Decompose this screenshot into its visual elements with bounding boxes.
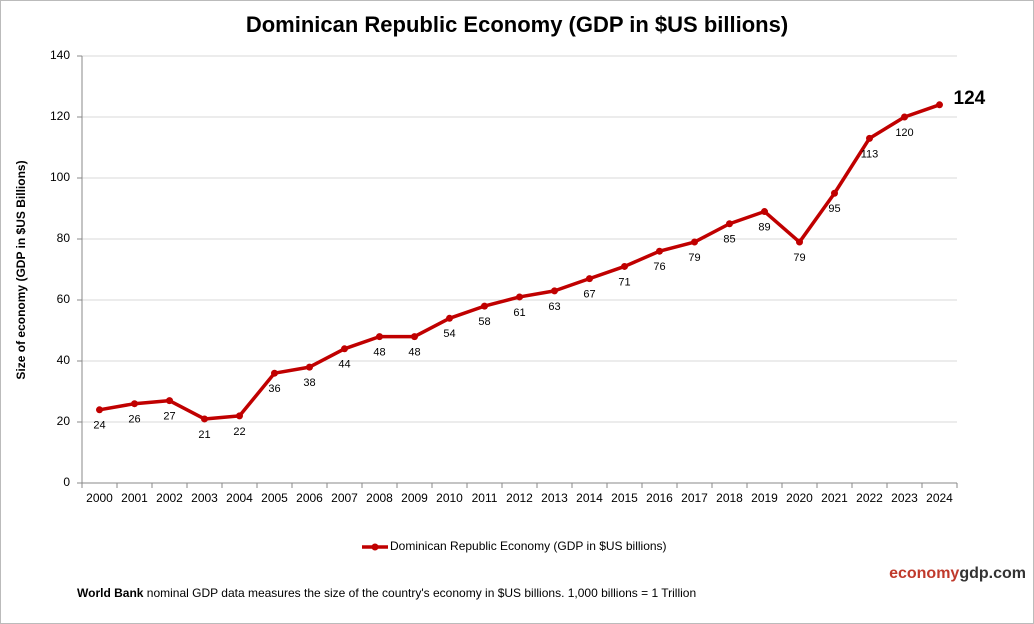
data-point — [726, 220, 733, 228]
x-tick-label: 2011 — [472, 491, 498, 505]
data-label: 54 — [443, 328, 455, 340]
data-label: 61 — [513, 307, 525, 319]
data-point — [236, 412, 243, 420]
y-tick-label: 60 — [57, 292, 71, 306]
y-tick-label: 100 — [50, 170, 70, 184]
data-point — [446, 314, 453, 322]
data-point — [901, 113, 908, 121]
x-tick-label: 2004 — [226, 491, 253, 505]
legend-label: Dominican Republic Economy (GDP in $US b… — [390, 539, 667, 553]
data-label: 79 — [688, 252, 700, 264]
data-point — [551, 287, 558, 295]
data-label: 27 — [163, 411, 175, 423]
legend-marker — [371, 543, 379, 551]
data-point — [96, 406, 103, 414]
brand: economygdp.com — [889, 565, 1026, 582]
data-label: 36 — [268, 383, 280, 395]
data-label: 48 — [408, 347, 420, 359]
x-tick-label: 2006 — [296, 491, 323, 505]
y-tick-label: 80 — [57, 231, 71, 245]
x-tick-label: 2002 — [156, 491, 183, 505]
data-point — [621, 262, 628, 270]
data-point — [866, 134, 873, 142]
x-tick-label: 2013 — [541, 491, 568, 505]
x-tick-label: 2016 — [646, 491, 673, 505]
data-label: 38 — [303, 377, 315, 389]
x-tick-label: 2021 — [821, 491, 848, 505]
data-point — [831, 189, 838, 197]
data-point — [586, 275, 593, 283]
x-tick-label: 2009 — [401, 491, 428, 505]
y-tick-label: 40 — [57, 353, 71, 367]
data-label: 63 — [548, 301, 560, 313]
data-label: 124 — [954, 88, 986, 109]
brand-rest: gdp.com — [959, 565, 1026, 582]
x-tick-label: 2005 — [261, 491, 288, 505]
x-tick-label: 2008 — [366, 491, 393, 505]
x-tick-label: 2018 — [716, 491, 743, 505]
data-point — [796, 238, 803, 246]
data-point — [376, 333, 383, 341]
data-label: 24 — [93, 420, 105, 432]
x-tick-label: 2017 — [681, 491, 708, 505]
data-point — [411, 333, 418, 341]
x-tick-label: 2001 — [121, 491, 148, 505]
data-point — [761, 208, 768, 216]
data-label: 89 — [758, 221, 770, 233]
x-tick-label: 2007 — [331, 491, 358, 505]
y-axis-label: Size of economy (GDP in $US Billions) — [14, 160, 28, 379]
data-point — [131, 400, 138, 408]
data-point — [341, 345, 348, 353]
data-label: 21 — [198, 429, 210, 441]
x-tick-label: 2000 — [86, 491, 113, 505]
data-label: 22 — [233, 426, 245, 438]
data-label: 76 — [653, 261, 665, 273]
data-label: 26 — [128, 414, 140, 426]
data-label: 67 — [583, 289, 595, 301]
data-label: 48 — [373, 347, 385, 359]
data-point — [306, 363, 313, 371]
data-label: 120 — [895, 127, 913, 139]
data-label: 71 — [618, 276, 630, 288]
x-tick-label: 2014 — [576, 491, 603, 505]
source-text: nominal GDP data measures the size of th… — [147, 586, 696, 600]
x-tick-label: 2024 — [926, 491, 953, 505]
x-tick-label: 2022 — [856, 491, 883, 505]
data-point — [691, 238, 698, 246]
x-tick-label: 2010 — [436, 491, 463, 505]
data-label: 95 — [828, 203, 840, 215]
data-point — [936, 101, 943, 109]
data-point — [656, 247, 663, 255]
source-bold: World Bank — [77, 586, 144, 600]
x-tick-label: 2015 — [611, 491, 638, 505]
data-label: 44 — [338, 359, 350, 371]
data-label: 79 — [793, 252, 805, 264]
source-note: World Bank nominal GDP data measures the… — [77, 586, 696, 600]
data-point — [516, 293, 523, 301]
y-tick-label: 120 — [50, 109, 70, 123]
y-tick-label: 140 — [50, 48, 70, 62]
data-point — [481, 302, 488, 310]
brand-red: economy — [889, 565, 959, 582]
data-point — [201, 415, 208, 423]
x-tick-label: 2003 — [191, 491, 218, 505]
data-label: 85 — [723, 234, 735, 246]
data-point — [271, 369, 278, 377]
x-tick-label: 2020 — [786, 491, 813, 505]
y-tick-label: 20 — [57, 414, 71, 428]
y-tick-label: 0 — [63, 475, 70, 489]
data-label: 113 — [861, 148, 879, 160]
chart-title: Dominican Republic Economy (GDP in $US b… — [246, 12, 788, 37]
x-tick-label: 2023 — [891, 491, 918, 505]
x-tick-label: 2012 — [506, 491, 533, 505]
x-tick-label: 2019 — [751, 491, 778, 505]
data-point — [166, 397, 173, 405]
data-label: 58 — [478, 316, 490, 328]
